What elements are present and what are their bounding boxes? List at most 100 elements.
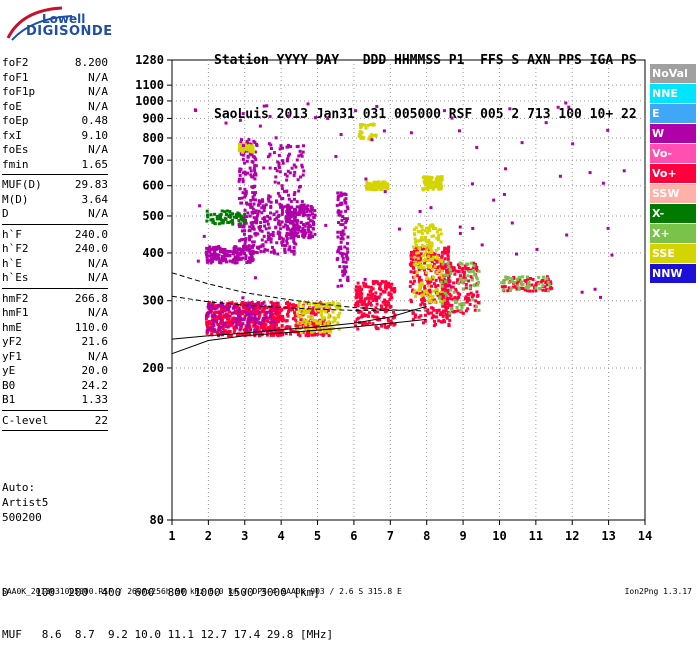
echo-point bbox=[252, 216, 256, 220]
echo-point bbox=[443, 298, 447, 302]
echo-point bbox=[297, 189, 301, 193]
echo-point bbox=[260, 326, 264, 330]
echo-point bbox=[425, 271, 429, 275]
param-row: foEs N/A bbox=[2, 143, 108, 158]
echo-point bbox=[448, 303, 452, 307]
echo-point bbox=[409, 257, 413, 261]
echo-point bbox=[225, 213, 229, 217]
echo-point bbox=[463, 297, 467, 301]
echo-point bbox=[243, 221, 247, 225]
echo-point bbox=[322, 327, 326, 331]
echo-point bbox=[410, 289, 414, 293]
logo-mark-icon bbox=[6, 6, 73, 41]
echo-point bbox=[334, 155, 338, 159]
echo-point bbox=[213, 307, 217, 311]
echo-point bbox=[449, 294, 453, 298]
param-value: 240.0 bbox=[74, 242, 108, 255]
echo-point bbox=[426, 263, 430, 267]
echo-point bbox=[456, 278, 460, 282]
echo-point bbox=[257, 199, 261, 203]
echo-point bbox=[518, 278, 522, 282]
echo-point bbox=[414, 251, 418, 255]
echo-point bbox=[297, 304, 301, 308]
echo-point bbox=[470, 270, 474, 274]
echo-point bbox=[346, 235, 350, 239]
echo-point bbox=[435, 311, 439, 315]
echo-point bbox=[363, 302, 367, 306]
echo-point bbox=[263, 224, 267, 228]
echo-point bbox=[507, 286, 511, 290]
echo-point bbox=[288, 306, 292, 310]
echo-point bbox=[278, 147, 282, 151]
echo-point bbox=[464, 278, 468, 282]
echo-point bbox=[432, 234, 436, 238]
x-tick-label: 9 bbox=[459, 529, 466, 543]
echo-point bbox=[311, 309, 315, 313]
echo-point bbox=[436, 283, 440, 287]
echo-point bbox=[384, 183, 388, 187]
echo-point bbox=[477, 280, 481, 284]
echo-point bbox=[413, 315, 417, 319]
echo-point bbox=[294, 225, 298, 229]
echo-point bbox=[220, 315, 224, 319]
echo-point bbox=[268, 314, 272, 318]
param-name: yE bbox=[2, 364, 16, 377]
echo-point bbox=[431, 257, 435, 261]
y-tick-label: 1100 bbox=[135, 78, 164, 92]
echo-point bbox=[412, 266, 416, 270]
echo-point bbox=[217, 323, 221, 327]
echo-point bbox=[506, 289, 510, 293]
echo-point bbox=[458, 225, 462, 229]
echo-point bbox=[534, 289, 538, 293]
echo-point bbox=[432, 282, 436, 286]
echo-point bbox=[385, 184, 389, 188]
echo-point bbox=[424, 177, 428, 181]
echo-point bbox=[247, 236, 251, 240]
echo-point bbox=[439, 280, 443, 284]
echo-point bbox=[213, 222, 217, 226]
echo-point bbox=[293, 191, 297, 195]
echo-point bbox=[476, 269, 480, 273]
echo-point bbox=[339, 247, 343, 251]
y-tick-label: 300 bbox=[142, 294, 164, 308]
echo-point bbox=[432, 275, 436, 279]
echo-point bbox=[217, 326, 221, 330]
echo-point bbox=[250, 320, 254, 324]
echo-point bbox=[382, 186, 386, 190]
echo-point bbox=[281, 206, 285, 210]
echo-point bbox=[273, 166, 277, 170]
echo-point bbox=[333, 319, 337, 323]
echo-point bbox=[241, 310, 245, 314]
echo-point bbox=[245, 215, 249, 219]
param-name: B0 bbox=[2, 378, 16, 392]
echo-point bbox=[239, 318, 243, 322]
echo-point bbox=[502, 192, 506, 196]
echo-point bbox=[239, 138, 243, 142]
echo-point bbox=[228, 259, 232, 263]
echo-point bbox=[251, 307, 255, 311]
echo-point bbox=[217, 314, 221, 318]
echo-point bbox=[391, 316, 395, 320]
echo-point bbox=[374, 280, 378, 284]
echo-point bbox=[412, 232, 416, 236]
echo-point bbox=[451, 285, 455, 289]
echo-point bbox=[276, 312, 280, 316]
echo-point bbox=[266, 197, 270, 201]
echo-point bbox=[254, 209, 258, 213]
echo-point bbox=[279, 315, 283, 319]
echo-point bbox=[223, 210, 227, 214]
echo-point bbox=[606, 128, 610, 132]
echo-point bbox=[274, 225, 278, 229]
param-row: MUF(D) 29.83 bbox=[2, 178, 108, 193]
echo-point bbox=[274, 323, 278, 327]
echo-point bbox=[422, 254, 426, 258]
echo-point bbox=[441, 286, 445, 290]
legend-item: X+ bbox=[650, 224, 696, 243]
echo-point bbox=[238, 169, 242, 173]
echo-point bbox=[417, 261, 421, 265]
echo-point bbox=[285, 241, 289, 245]
echo-point bbox=[288, 247, 292, 251]
echo-point bbox=[461, 266, 465, 270]
echo-point bbox=[260, 229, 264, 233]
echo-point bbox=[209, 306, 213, 310]
